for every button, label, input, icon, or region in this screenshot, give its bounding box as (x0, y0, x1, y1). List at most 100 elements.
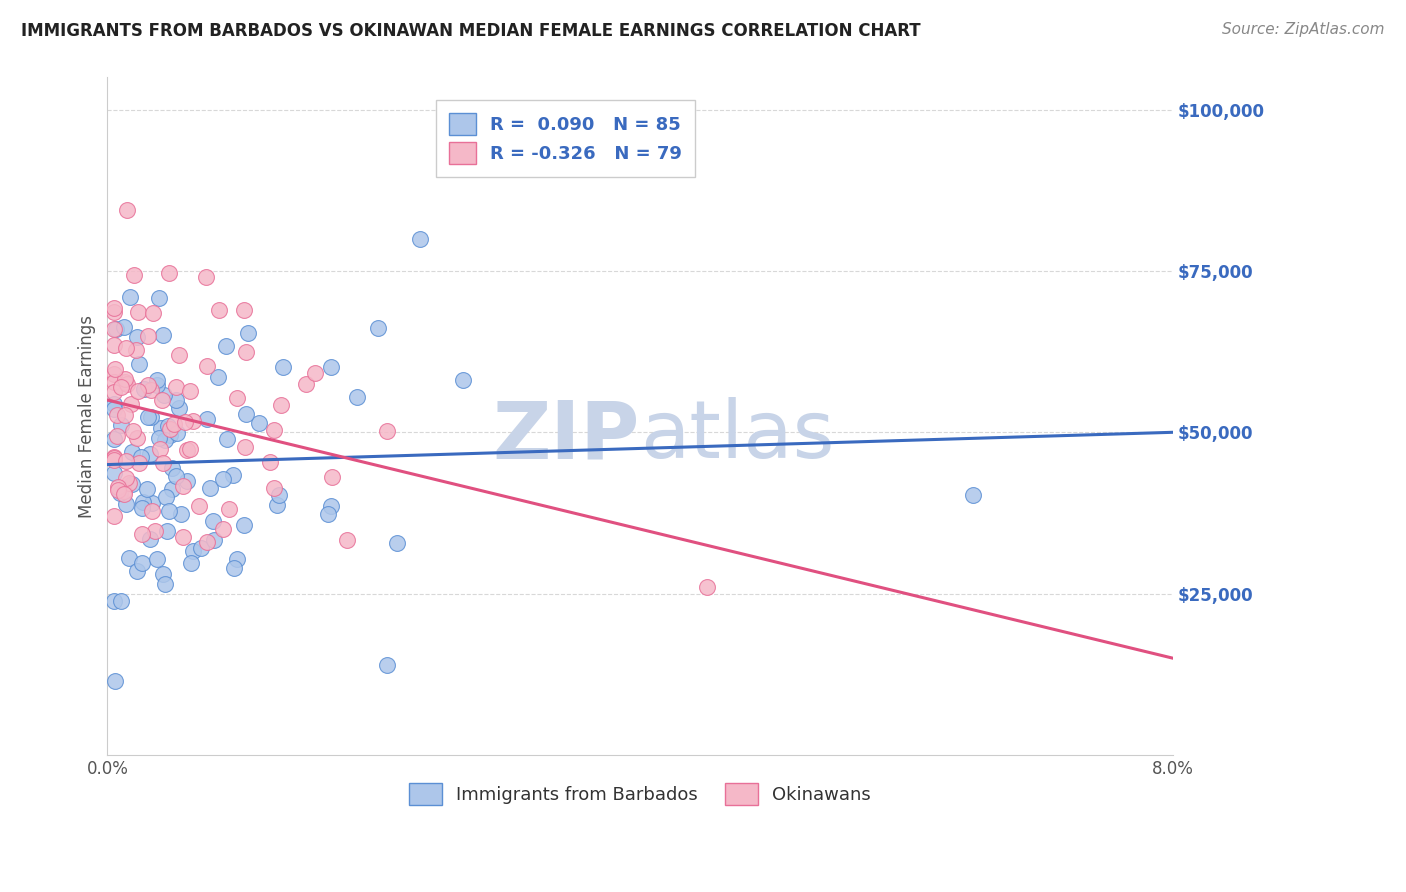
Point (172, 479, 194, 493)
Point (139, 410, 162, 425)
Point (139, 533, 162, 547)
Point (179, 384, 201, 398)
Point (121, 444, 143, 458)
Point (190, 541, 212, 555)
Point (263, 481, 285, 495)
Point (103, 305, 125, 319)
Point (159, 422, 181, 436)
Point (118, 551, 141, 566)
Point (132, 382, 155, 396)
Point (152, 328, 174, 343)
Point (127, 384, 149, 399)
Point (156, 419, 179, 434)
Text: IMMIGRANTS FROM BARBADOS VS OKINAWAN MEDIAN FEMALE EARNINGS CORRELATION CHART: IMMIGRANTS FROM BARBADOS VS OKINAWAN MED… (21, 22, 921, 40)
Point (217, 432, 239, 446)
Point (114, 372, 136, 386)
Point (114, 487, 136, 501)
Point (225, 551, 247, 566)
Point (169, 401, 191, 415)
Point (139, 384, 162, 398)
Point (215, 339, 238, 353)
Point (127, 564, 149, 578)
Point (270, 398, 292, 412)
Point (204, 533, 226, 547)
Point (103, 367, 125, 381)
Point (211, 472, 233, 486)
Point (173, 415, 195, 429)
Point (180, 557, 202, 571)
Point (156, 524, 179, 538)
Point (125, 431, 148, 445)
Point (103, 385, 125, 400)
Point (152, 566, 174, 581)
Point (112, 484, 135, 499)
Point (696, 580, 718, 594)
Point (148, 431, 170, 445)
Point (187, 499, 209, 513)
Point (103, 450, 125, 465)
Point (409, 232, 432, 246)
Point (118, 290, 141, 304)
Point (142, 306, 165, 320)
Point (103, 466, 125, 480)
Point (150, 392, 173, 407)
Point (387, 536, 409, 550)
Point (316, 507, 339, 521)
Point (131, 501, 153, 516)
Point (110, 486, 132, 500)
Point (141, 496, 163, 510)
Point (128, 357, 150, 371)
Point (105, 429, 128, 443)
Text: atlas: atlas (640, 398, 834, 475)
Point (166, 426, 188, 441)
Point (103, 593, 125, 607)
Point (233, 303, 256, 318)
Point (131, 494, 153, 508)
Point (136, 378, 159, 392)
Point (212, 522, 235, 536)
Point (195, 535, 218, 549)
Point (451, 373, 474, 387)
Point (202, 514, 225, 528)
Point (165, 380, 187, 394)
Point (146, 378, 169, 392)
Point (103, 397, 125, 411)
Point (238, 326, 260, 340)
Point (155, 490, 177, 504)
Point (129, 450, 152, 464)
Point (375, 657, 398, 672)
Point (165, 469, 187, 483)
Point (115, 341, 138, 355)
Point (122, 424, 145, 438)
Point (110, 594, 132, 608)
Point (263, 423, 285, 437)
Point (107, 483, 129, 498)
Point (170, 508, 193, 522)
Point (367, 321, 389, 335)
Point (166, 393, 188, 408)
Point (172, 530, 194, 544)
Point (136, 328, 159, 343)
Point (107, 480, 129, 494)
Point (115, 454, 138, 468)
Point (104, 362, 127, 376)
Point (195, 411, 218, 425)
Point (321, 469, 343, 483)
Point (148, 291, 170, 305)
Point (225, 392, 247, 406)
Point (294, 377, 316, 392)
Point (181, 414, 204, 428)
Point (103, 301, 125, 315)
Point (103, 508, 125, 523)
Point (115, 471, 138, 485)
Point (267, 487, 290, 501)
Point (105, 321, 128, 335)
Point (128, 456, 150, 470)
Point (150, 421, 173, 435)
Point (235, 407, 257, 421)
Point (112, 320, 135, 334)
Point (162, 417, 184, 431)
Point (157, 504, 180, 518)
Point (176, 443, 198, 458)
Point (115, 377, 138, 392)
